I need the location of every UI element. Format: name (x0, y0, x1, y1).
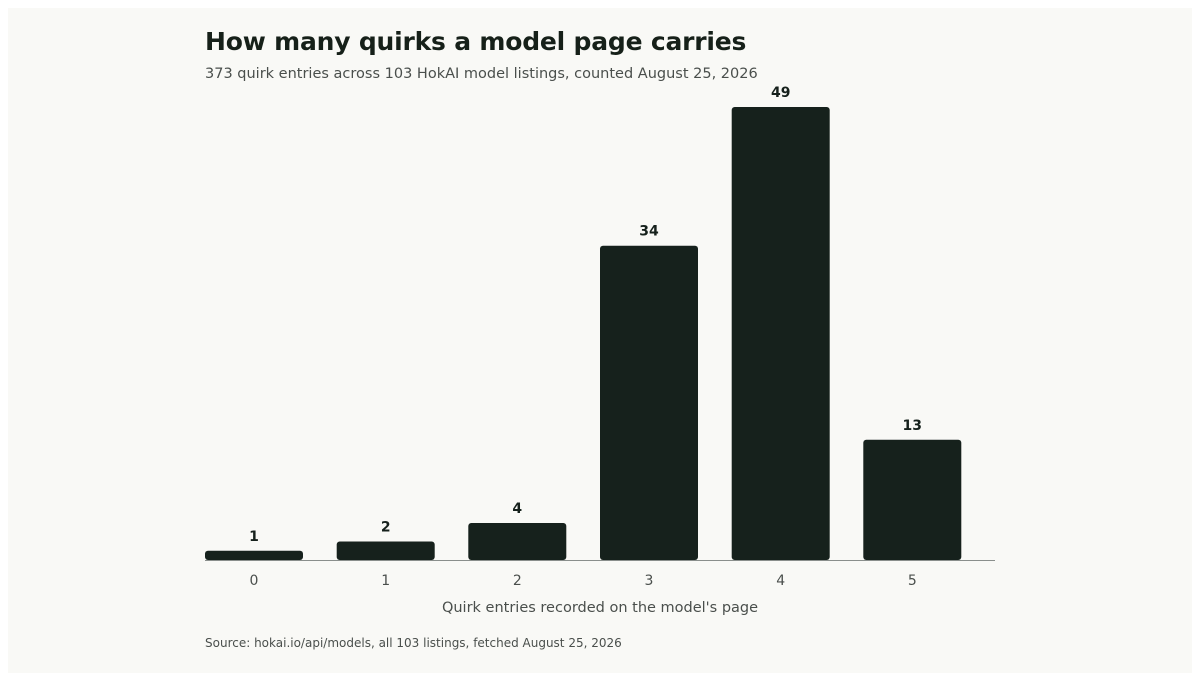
bars-group (205, 107, 962, 560)
value-label-4: 49 (771, 85, 790, 101)
x-tick-label-4: 4 (776, 573, 785, 589)
x-tick-label-3: 3 (645, 573, 654, 589)
value-label-0: 1 (249, 529, 259, 545)
bar-4 (731, 107, 830, 560)
x-tick-label-5: 5 (908, 573, 917, 589)
value-label-2: 4 (512, 501, 522, 517)
x-tick-labels-group: 0 1 2 3 4 5 (250, 573, 917, 589)
chart-source-note: Source: hokai.io/api/models, all 103 lis… (205, 636, 622, 650)
x-tick-label-2: 2 (513, 573, 522, 589)
bar-0 (205, 550, 303, 560)
value-label-1: 2 (381, 520, 391, 536)
value-label-3: 34 (639, 224, 659, 240)
x-tick-label-0: 0 (250, 573, 259, 589)
bar-2 (468, 523, 567, 560)
chart-subtitle: 373 quirk entries across 103 HokAI model… (205, 66, 758, 82)
bar-3 (600, 245, 698, 560)
bar-1 (336, 541, 435, 560)
value-label-5: 13 (903, 418, 922, 434)
bar-5 (863, 439, 962, 560)
value-labels-group: 1 2 4 34 49 13 (249, 85, 922, 545)
chart-title: How many quirks a model page carries (205, 27, 747, 56)
x-tick-label-1: 1 (381, 573, 390, 589)
x-axis-title: Quirk entries recorded on the model's pa… (442, 600, 758, 616)
